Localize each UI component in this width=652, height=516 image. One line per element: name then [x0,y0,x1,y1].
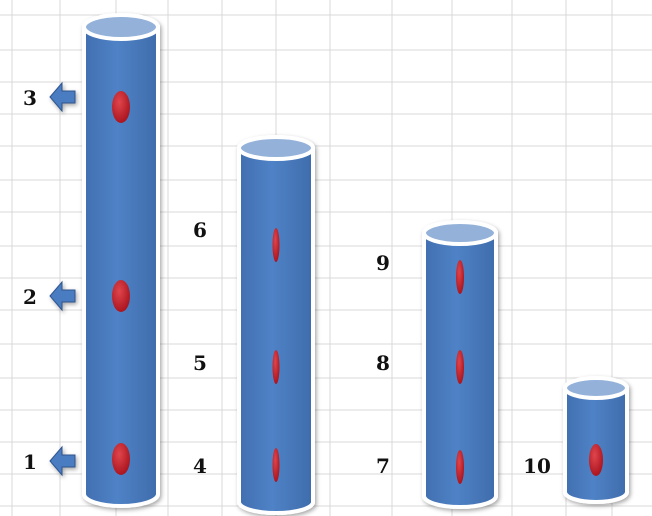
cylinder-top [237,135,315,161]
cylinder-1 [82,13,160,508]
cylinder-body [237,146,315,515]
cylinder-body [82,25,160,508]
oval-marker [112,443,130,475]
marker-label: 8 [376,351,390,375]
marker-label: 10 [523,454,551,478]
oval-marker [112,280,130,312]
oval-marker [456,260,464,294]
oval-marker [272,448,280,482]
marker-label: 7 [376,454,390,478]
marker-label: 3 [23,86,37,110]
left-arrow-icon [49,280,76,312]
cylinder-top [82,13,160,41]
cylinders: 1 2 3 4 5 6 7 8 9 10 [23,13,629,515]
oval-marker [456,350,464,384]
marker-label: 9 [376,251,390,275]
marker-label: 5 [193,351,207,375]
oval-marker [589,444,603,476]
cylinder-top [422,220,498,246]
cylinder-4 [563,376,629,504]
left-arrow-icon [49,445,76,477]
marker-label: 6 [193,218,207,242]
cylinder-2 [237,135,315,515]
marker-label: 2 [23,285,37,309]
oval-marker [112,91,130,123]
oval-marker [272,228,280,262]
left-arrow-icon [49,81,76,113]
oval-marker [272,350,280,384]
cylinder-top [563,376,629,400]
marker-label: 1 [23,450,37,474]
oval-marker [456,450,464,484]
marker-label: 4 [193,454,207,478]
